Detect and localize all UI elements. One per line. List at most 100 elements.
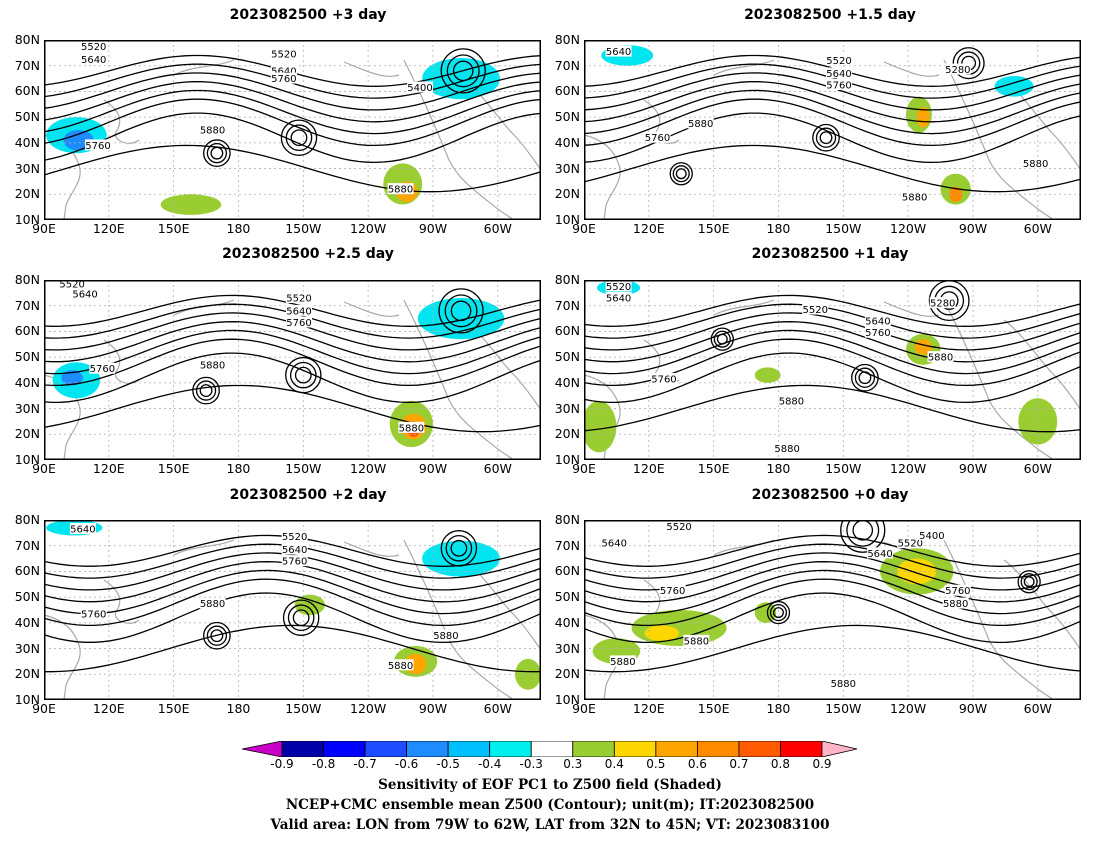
colorbar-tick-label: -0.5 (436, 757, 460, 771)
lon-tick-label: 120E (632, 221, 665, 236)
svg-text:5640: 5640 (286, 306, 311, 317)
height-contour (584, 592, 1081, 644)
colorbar-tick-label: 0.9 (812, 757, 832, 771)
lat-tick-label: 30N (14, 640, 40, 656)
coastline (343, 61, 400, 77)
closed-contour (444, 294, 478, 328)
lon-tick-label: 120W (350, 701, 387, 716)
lat-tick-label: 70N (14, 297, 40, 313)
contour-label: 5520 (270, 48, 297, 61)
lat-tick-label: 80N (554, 32, 580, 47)
panel-title: 2023082500 +2.5 day (222, 246, 394, 262)
coastline (713, 59, 775, 76)
panel-title: 2023082500 +1 day (751, 246, 909, 262)
height-contour (584, 578, 1081, 627)
colorbar-arrow-right (821, 740, 858, 758)
sensitivity-shading (422, 540, 500, 577)
svg-text:5880: 5880 (200, 126, 225, 137)
contour-label: 5640 (69, 523, 96, 536)
lat-tick-label: 10N (554, 692, 580, 707)
lon-tick-label: 90E (572, 461, 596, 476)
svg-text:5520: 5520 (286, 294, 311, 305)
closed-contour (769, 604, 788, 622)
lat-tick-label: 50N (554, 589, 580, 605)
svg-text:5640: 5640 (867, 549, 892, 560)
panel-title: 2023082500 +1.5 day (744, 7, 916, 23)
lon-tick-label: 60W (483, 461, 512, 476)
lon-tick-label: 180 (226, 701, 251, 716)
map-frame (584, 40, 1081, 220)
height-contour (584, 294, 1081, 327)
colorbar-tick-label: -0.4 (477, 757, 502, 771)
lon-tick-label: 120W (890, 701, 927, 716)
lat-tick-label: 60N (14, 563, 40, 579)
svg-text:5880: 5880 (388, 661, 413, 672)
contour-label: 5760 (285, 316, 312, 329)
lon-tick-label: 90W (958, 701, 988, 716)
svg-text:5760: 5760 (282, 557, 307, 568)
contour-label: 5880 (387, 183, 414, 196)
contour-label: 5760 (659, 584, 686, 597)
svg-text:5520: 5520 (802, 305, 827, 316)
coastline (943, 59, 1055, 220)
svg-text:5400: 5400 (407, 83, 432, 94)
height-contour (44, 144, 541, 193)
svg-text:5520: 5520 (898, 539, 923, 550)
contour-label: 5520 (897, 537, 924, 550)
contour-label: 5880 (199, 597, 226, 610)
closed-contour (440, 530, 478, 567)
lon-tick-label: 120E (632, 701, 665, 716)
map-frame (44, 520, 541, 700)
colorbar-segment (364, 740, 408, 758)
svg-text:5280: 5280 (930, 299, 955, 310)
lon-tick-label: 150E (157, 701, 190, 716)
colorbar-tick-label: -0.6 (394, 757, 419, 771)
contour-label: 5880 (927, 351, 954, 364)
height-contour (44, 552, 541, 591)
contour-label: 5760 (80, 607, 107, 620)
lat-tick-label: 30N (554, 400, 580, 416)
contour-label: 5760 (85, 139, 112, 152)
coastline (173, 59, 235, 76)
colorbar-segment (780, 740, 823, 758)
coastline (1003, 559, 1081, 651)
lat-tick-label: 10N (554, 212, 580, 227)
colorbar-bar (241, 740, 858, 758)
sensitivity-shading (754, 367, 781, 383)
panel-title: 2023082500 +0 day (751, 487, 909, 503)
lat-tick-label: 80N (554, 272, 580, 287)
closed-contour (716, 333, 728, 345)
lat-tick-label: 60N (554, 83, 580, 99)
lat-tick-label: 40N (554, 374, 580, 390)
contour-label: 5880 (609, 655, 636, 668)
lon-tick-label: 90E (32, 221, 56, 236)
height-contour (44, 89, 541, 135)
lat-tick-label: 40N (14, 614, 40, 630)
contour-label: 5520 (59, 280, 86, 290)
contour-label: 5640 (80, 53, 107, 66)
lon-tick-label: 120W (890, 461, 927, 476)
closed-contour (438, 288, 484, 334)
sensitivity-shading (914, 339, 932, 355)
closed-contour (285, 124, 313, 152)
contour-label: 5880 (942, 597, 969, 610)
svg-text:5760: 5760 (271, 74, 296, 85)
map-background (584, 280, 1081, 460)
closed-contour (840, 520, 886, 553)
contour-label: 5280 (944, 63, 971, 76)
lat-tick-label: 40N (554, 614, 580, 630)
contour-label: 5640 (605, 45, 632, 58)
lon-tick-label: 180 (226, 461, 251, 476)
coastline (713, 299, 775, 316)
closed-contour (203, 621, 231, 650)
lon-tick-label: 180 (766, 461, 791, 476)
svg-text:5880: 5880 (902, 192, 927, 203)
lon-tick-label: 150W (825, 701, 862, 716)
lat-tick-label: 20N (554, 426, 580, 442)
coastline (883, 301, 940, 317)
coastline (1003, 319, 1081, 411)
lon-tick-label: 150E (157, 461, 190, 476)
closed-contour (450, 539, 468, 557)
lon-tick-label: 150W (285, 221, 322, 236)
